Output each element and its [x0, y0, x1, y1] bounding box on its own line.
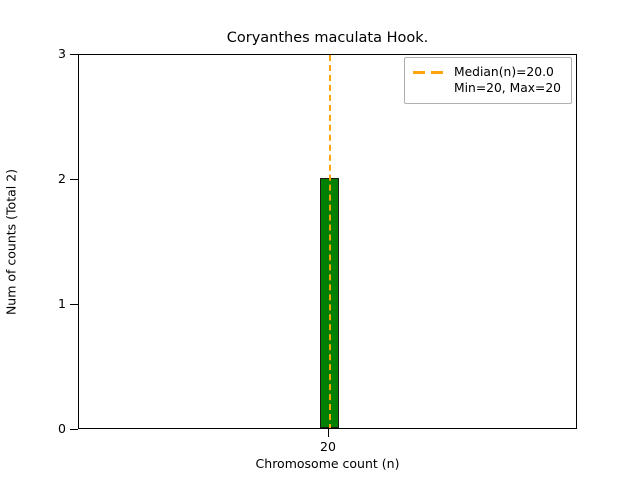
- x-tick-mark-20: [327, 429, 329, 437]
- chart-title: Coryanthes maculata Hook.: [226, 30, 429, 46]
- y-tick-mark-2: [70, 179, 78, 181]
- plot-area: [78, 54, 577, 429]
- legend-median-line: Median(n)=20.0: [454, 65, 554, 79]
- dashed-line-swatch-icon: [413, 65, 447, 79]
- legend-entry-text: Median(n)=20.0 Min=20, Max=20: [454, 64, 561, 96]
- y-axis-label-wrap: Num of counts (Total 2): [0, 54, 22, 429]
- y-tick-mark-1: [70, 304, 78, 306]
- y-tick-label-3: 3: [58, 46, 66, 61]
- x-axis-label: Chromosome count (n): [255, 456, 400, 471]
- y-tick-mark-3: [70, 54, 78, 56]
- x-tick-label-20: 20: [320, 439, 336, 454]
- y-tick-mark-0: [70, 429, 78, 431]
- median-line: [328, 55, 331, 428]
- y-tick-label-0: 0: [58, 421, 66, 436]
- y-tick-label-2: 2: [58, 171, 66, 186]
- chart-legend: Median(n)=20.0 Min=20, Max=20: [404, 57, 572, 104]
- legend-minmax-line: Min=20, Max=20: [454, 81, 561, 95]
- legend-entry-median: Median(n)=20.0 Min=20, Max=20: [413, 64, 563, 96]
- y-axis-label: Num of counts (Total 2): [3, 168, 19, 315]
- y-tick-label-1: 1: [58, 296, 66, 311]
